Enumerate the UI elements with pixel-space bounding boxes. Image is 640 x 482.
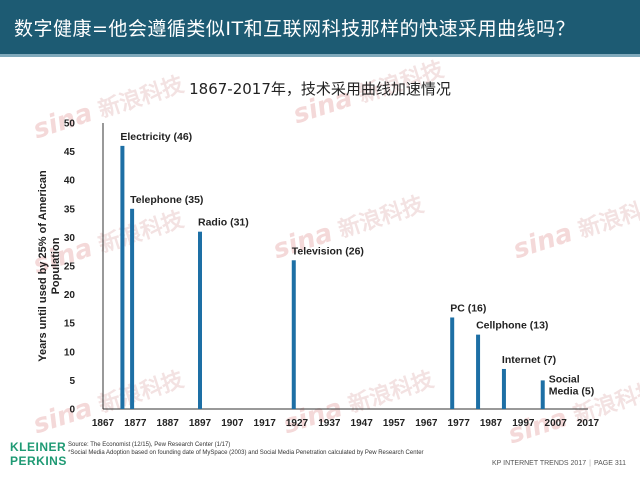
y-axis-title-cont: Population: [50, 237, 62, 294]
y-tick-label: 40: [64, 176, 76, 187]
x-tick-label: 2007: [545, 418, 568, 429]
x-tick-label: 1877: [124, 418, 147, 429]
y-tick-label: 20: [64, 290, 76, 301]
y-axis-title-group: Years until used by 25% of American Popul…: [37, 170, 62, 362]
bar: [120, 145, 125, 409]
x-tick-label: 1917: [254, 418, 277, 429]
y-tick-label: 35: [64, 204, 76, 215]
footer-page: PAGE 311: [593, 460, 626, 467]
bar-label: Television (26): [292, 245, 364, 257]
chart-title: 1867-2017年，技术采用曲线加速情况: [189, 80, 451, 98]
y-tick-label: 0: [69, 405, 75, 416]
bar-label: Electricity (46): [120, 131, 192, 143]
x-tick-label: 1937: [318, 418, 341, 429]
bar-label: Internet (7): [502, 354, 556, 366]
x-tick-label: 1887: [157, 418, 180, 429]
y-tick-label: 45: [64, 147, 76, 158]
x-tick-label: 1967: [415, 418, 438, 429]
y-tick-label: 10: [64, 347, 76, 358]
source-line-2: *Social Media Adoption based on founding…: [68, 450, 424, 456]
bar-labels: Electricity (46) Telephone (35) Radio (31)…: [120, 131, 594, 398]
axes: [102, 123, 588, 410]
footer: KP INTERNET TRENDS 2017 | PAGE 311: [491, 460, 626, 467]
y-axis-title: Years until used by 25% of American: [37, 170, 49, 362]
source-line-1: Source: The Economist (12/15), Pew Resea…: [68, 442, 231, 448]
y-tick-label: 30: [64, 233, 76, 244]
y-tick-label: 25: [64, 262, 76, 273]
bar-label: Radio (31): [198, 217, 249, 229]
bar: [501, 368, 506, 409]
x-tick-label: 1897: [189, 418, 212, 429]
bar: [450, 317, 455, 409]
bar: [291, 260, 296, 409]
slide-title: 数字健康=他会遵循类似IT和互联网科技那样的快速采用曲线吗？: [14, 18, 576, 40]
bar: [476, 334, 481, 409]
x-tick-label: 1957: [383, 418, 406, 429]
bar-label: PC (16): [450, 302, 486, 314]
y-tick-label: 50: [64, 119, 76, 130]
bar-label: Telephone (35): [130, 194, 203, 206]
x-tick-label: 1947: [351, 418, 374, 429]
header-rule: [0, 54, 640, 57]
bar: [130, 208, 135, 409]
logo-line-2: PERKINS: [10, 454, 67, 468]
y-tick-label: 15: [64, 319, 76, 330]
y-tick-label: 5: [69, 376, 75, 387]
bar: [540, 380, 545, 409]
x-tick-label: 1867: [92, 418, 115, 429]
x-tick-label: 1997: [512, 418, 535, 429]
x-tick-label: 1927: [286, 418, 309, 429]
source-note: Source: The Economist (12/15), Pew Resea…: [68, 441, 424, 457]
bars: [120, 145, 545, 409]
company-logo: KLEINER PERKINS: [10, 440, 67, 468]
x-tick-label: 1977: [448, 418, 471, 429]
logo-line-1: KLEINER: [10, 440, 67, 454]
bar-label: Cellphone (13): [476, 320, 548, 332]
x-tick-label: 1907: [221, 418, 244, 429]
x-tick-label: 1987: [480, 418, 503, 429]
header-bar: 数字健康=他会遵循类似IT和互联网科技那样的快速采用曲线吗？: [0, 0, 640, 57]
bar-label: Social Media (5): [549, 373, 595, 397]
footer-report: KP INTERNET TRENDS 2017: [491, 460, 587, 467]
x-tick-label: 2017: [577, 418, 600, 429]
bar: [198, 231, 202, 409]
tick-labels: 0 5 10 15 20 25 30 35 40 45 50 1867 1877 1887 1897 1907…: [64, 119, 600, 430]
